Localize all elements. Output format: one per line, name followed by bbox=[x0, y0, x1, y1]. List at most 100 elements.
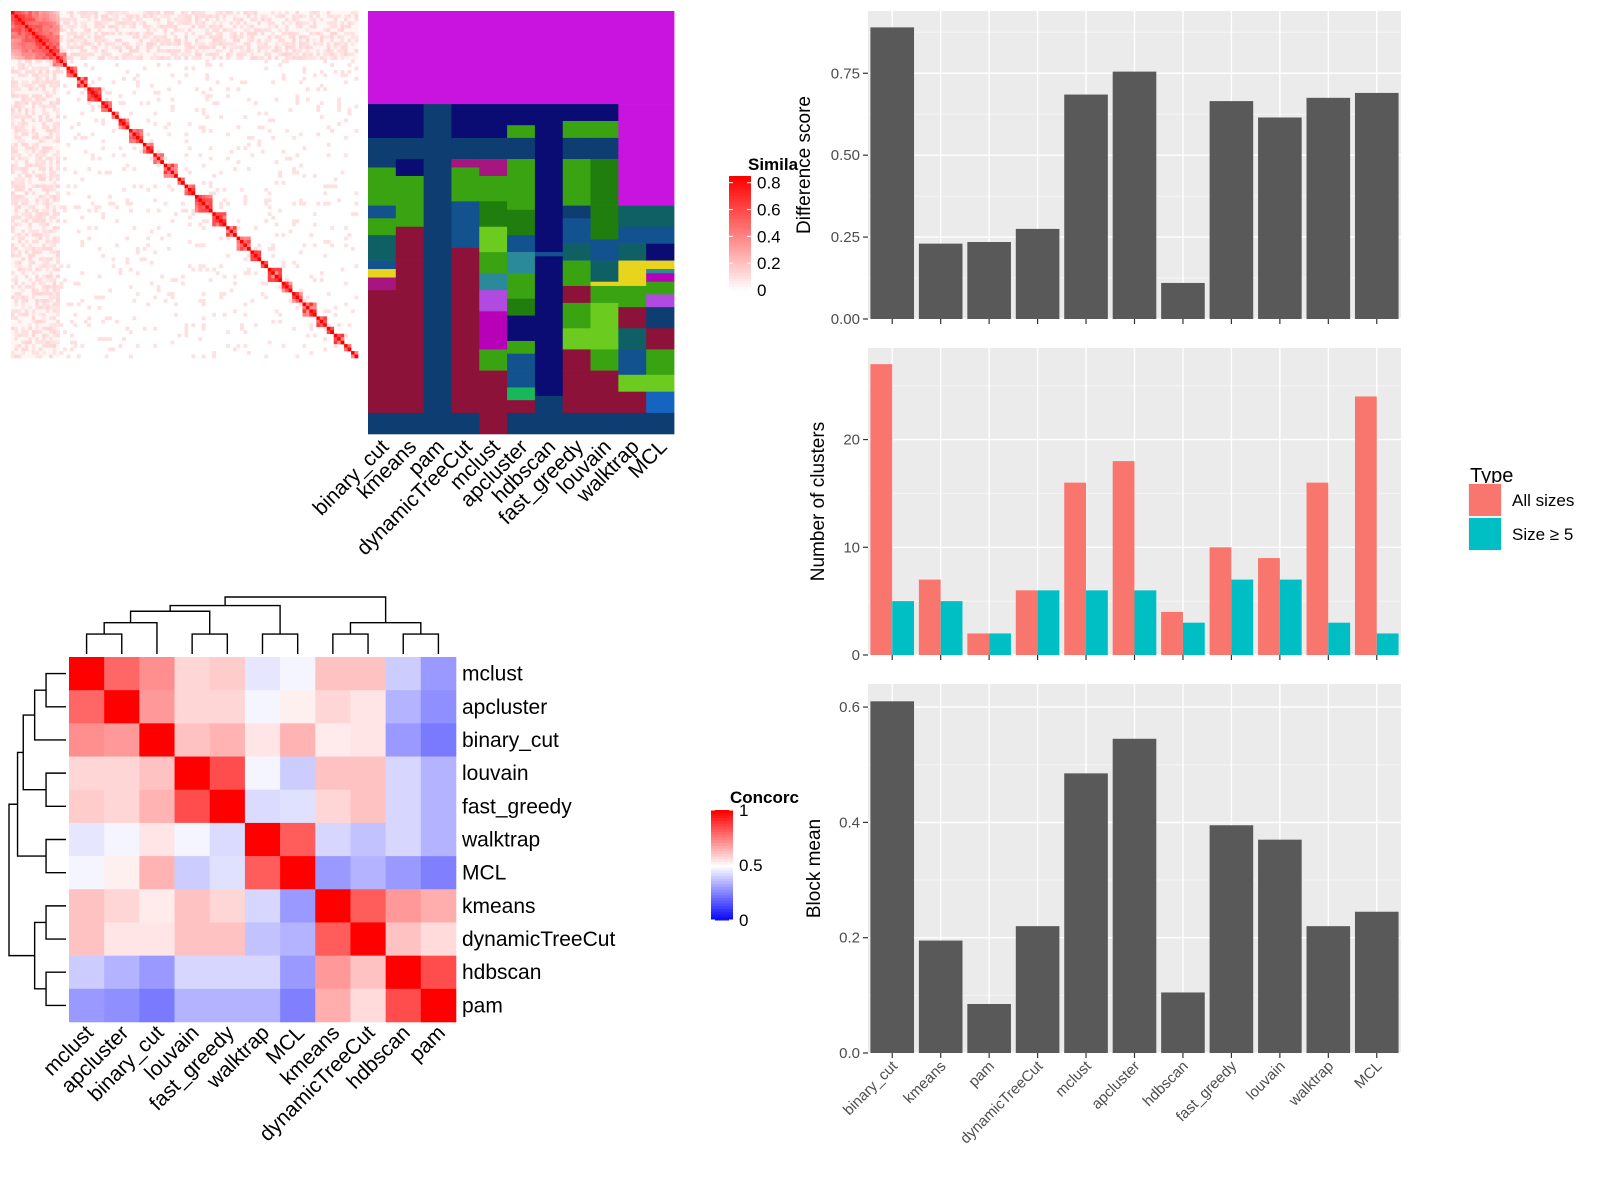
similarity-cell bbox=[191, 212, 196, 217]
similarity-cell bbox=[194, 21, 199, 26]
similarity-cell bbox=[17, 135, 22, 140]
similarity-cell bbox=[153, 326, 158, 331]
similarity-cell bbox=[326, 56, 331, 60]
similarity-cell bbox=[14, 125, 19, 130]
similarity-cell bbox=[17, 330, 22, 335]
similarity-cell bbox=[49, 160, 53, 164]
similarity-cell bbox=[28, 233, 33, 237]
concordance-cell bbox=[280, 822, 316, 857]
similarity-cell bbox=[125, 31, 130, 36]
similarity-cell bbox=[292, 45, 296, 50]
similarity-cell bbox=[170, 167, 175, 171]
similarity-cell bbox=[49, 174, 53, 178]
similarity-cell bbox=[90, 52, 95, 57]
assignment-column-labels: binary_cutkmeanspamdynamicTreeCutmclusta… bbox=[309, 435, 672, 560]
assignment-segment bbox=[479, 412, 508, 435]
similarity-cell bbox=[28, 167, 33, 171]
similarity-cell bbox=[11, 42, 15, 46]
similarity-cell bbox=[83, 63, 88, 67]
similarity-cell bbox=[49, 132, 53, 137]
similarity-cell bbox=[28, 278, 33, 282]
similarity-cell bbox=[45, 139, 50, 144]
similarity-cell bbox=[184, 66, 189, 71]
similarity-cell bbox=[184, 323, 189, 328]
similarity-cell bbox=[104, 104, 109, 109]
similarity-cell bbox=[56, 45, 60, 50]
similarity-cell bbox=[56, 28, 60, 33]
similarity-cell bbox=[87, 28, 92, 33]
similarity-cell bbox=[17, 274, 22, 279]
concordance-cell bbox=[385, 889, 422, 923]
similarity-cell bbox=[17, 111, 22, 116]
similarity-cell bbox=[274, 274, 279, 279]
similarity-cell bbox=[45, 302, 50, 307]
similarity-cell bbox=[177, 56, 182, 60]
similarity-cell bbox=[271, 80, 276, 85]
similarity-cell bbox=[17, 31, 22, 36]
similarity-cell bbox=[340, 14, 345, 19]
similarity-cell bbox=[38, 181, 43, 185]
concordance-cell bbox=[174, 756, 211, 791]
similarity-cell bbox=[14, 253, 19, 258]
similarity-cell bbox=[167, 31, 171, 36]
similarity-cell bbox=[24, 330, 29, 335]
similarity-cell bbox=[181, 56, 185, 60]
assignment-segment bbox=[618, 307, 647, 329]
similarity-cell bbox=[11, 299, 15, 303]
similarity-cell bbox=[14, 177, 19, 182]
similarity-cell bbox=[35, 236, 40, 241]
similarity-cell bbox=[215, 31, 220, 36]
similarity-cell bbox=[295, 299, 300, 303]
similarity-cell bbox=[191, 184, 196, 189]
similarity-cell bbox=[28, 191, 33, 196]
similarity-cell bbox=[229, 49, 234, 53]
similarity-cell bbox=[45, 69, 50, 74]
similarity-cell bbox=[160, 56, 164, 60]
similarity-cell bbox=[122, 125, 126, 130]
similarity-cell bbox=[174, 49, 178, 53]
similarity-cell bbox=[135, 35, 140, 40]
similarity-cell bbox=[17, 94, 22, 99]
similarity-cell bbox=[184, 11, 189, 15]
similarity-cell bbox=[101, 101, 105, 105]
similarity-cell bbox=[31, 90, 36, 95]
similarity-cell bbox=[45, 115, 50, 119]
similarity-cell bbox=[11, 104, 15, 109]
similarity-cell bbox=[354, 128, 359, 133]
similarity-cell bbox=[326, 323, 331, 328]
similarity-cell bbox=[101, 14, 105, 19]
concordance-cell bbox=[350, 657, 386, 691]
similarity-cell bbox=[35, 351, 40, 355]
similarity-cell bbox=[21, 163, 26, 168]
similarity-cell bbox=[250, 24, 255, 29]
similarity-cell bbox=[299, 17, 303, 22]
similarity-cell bbox=[38, 305, 43, 310]
similarity-cell bbox=[323, 337, 328, 341]
similarity-cell bbox=[56, 191, 60, 196]
similarity-cell bbox=[35, 42, 40, 46]
similarity-legend-gradient bbox=[729, 224, 751, 228]
concordance-cell bbox=[104, 657, 140, 691]
similarity-cell bbox=[76, 21, 81, 26]
similarity-cell bbox=[80, 243, 85, 248]
similarity-cell bbox=[90, 21, 95, 26]
similarity-cell bbox=[260, 281, 265, 286]
similarity-cell bbox=[24, 118, 29, 123]
similarity-cell bbox=[226, 330, 230, 335]
similarity-cell bbox=[111, 49, 116, 53]
similarity-cell bbox=[174, 21, 178, 26]
similarity-cell bbox=[104, 337, 109, 341]
similarity-cell bbox=[108, 90, 112, 95]
concordance-legend-gradient bbox=[711, 892, 733, 896]
similarity-cell bbox=[45, 226, 50, 230]
similarity-cell bbox=[236, 24, 241, 29]
similarity-cell bbox=[201, 56, 206, 60]
similarity-cell bbox=[104, 52, 109, 57]
similarity-cell bbox=[94, 56, 99, 60]
similarity-cell bbox=[21, 194, 26, 199]
similarity-cell bbox=[167, 42, 171, 46]
similarity-cell bbox=[35, 233, 40, 237]
y-axis-label: Number of clusters bbox=[808, 422, 829, 581]
similarity-cell bbox=[97, 11, 102, 15]
similarity-cell bbox=[281, 35, 286, 40]
